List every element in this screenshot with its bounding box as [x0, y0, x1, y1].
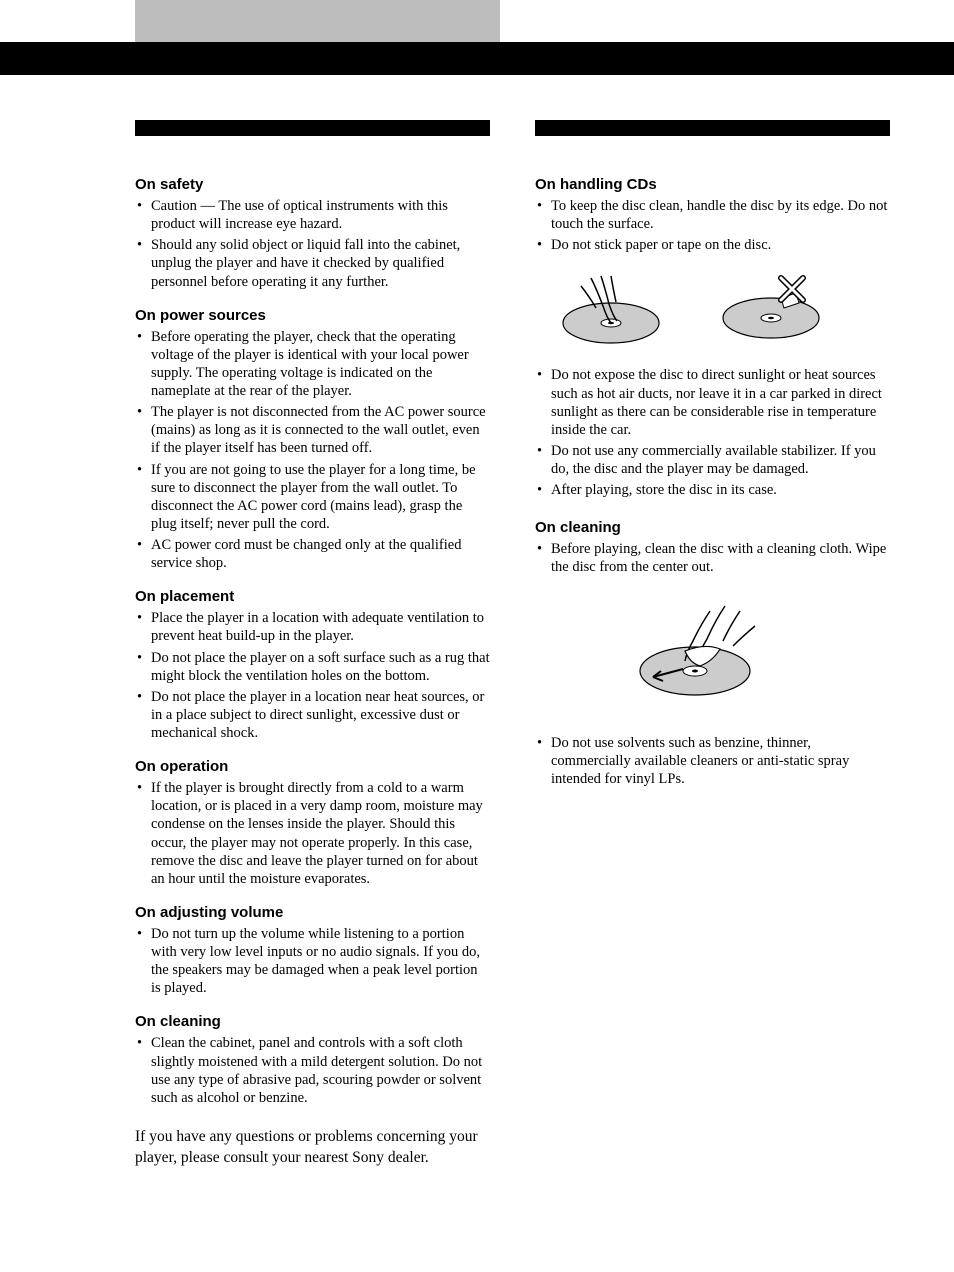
section-safety: On safety Caution — The use of optical i…: [135, 176, 490, 291]
content-columns: On safety Caution — The use of optical i…: [135, 120, 895, 1169]
bullets-power: Before operating the player, check that …: [135, 328, 490, 573]
bullets-cleaning-after: Do not use solvents such as benzine, thi…: [535, 734, 890, 788]
heading-cleaning-left: On cleaning: [135, 1013, 490, 1030]
disc-edge-hold-icon: [551, 268, 671, 348]
section-cleaning-right: On cleaning Before playing, clean the di…: [535, 519, 890, 788]
bullet: Clean the cabinet, panel and controls wi…: [135, 1034, 490, 1107]
bullet: Before playing, clean the disc with a cl…: [535, 540, 890, 576]
bullet: Caution — The use of optical instruments…: [135, 197, 490, 233]
illustration-handling-pair: [551, 268, 890, 348]
illustration-cleaning: [615, 591, 890, 716]
bullets-cleaning-left: Clean the cabinet, panel and controls wi…: [135, 1034, 490, 1107]
bullet: AC power cord must be changed only at th…: [135, 536, 490, 572]
bullet: After playing, store the disc in its cas…: [535, 481, 890, 499]
bullet: Do not expose the disc to direct sunligh…: [535, 366, 890, 439]
heading-volume: On adjusting volume: [135, 904, 490, 921]
bullet: Should any solid object or liquid fall i…: [135, 236, 490, 290]
bullets-placement: Place the player in a location with adeq…: [135, 609, 490, 742]
bullet: Do not place the player in a location ne…: [135, 688, 490, 742]
closing-text: If you have any questions or problems co…: [135, 1127, 490, 1169]
section-cleaning-left: On cleaning Clean the cabinet, panel and…: [135, 1013, 490, 1107]
bullet: Do not place the player on a soft surfac…: [135, 649, 490, 685]
section-operation: On operation If the player is brought di…: [135, 758, 490, 888]
left-column: On safety Caution — The use of optical i…: [135, 120, 490, 1169]
heading-operation: On operation: [135, 758, 490, 775]
bullets-volume: Do not turn up the volume while listenin…: [135, 925, 490, 998]
bullet: If the player is brought directly from a…: [135, 779, 490, 888]
disc-no-label-icon: [711, 268, 831, 348]
bullets-handling-after: Do not expose the disc to direct sunligh…: [535, 366, 890, 499]
header-black-strip: [0, 42, 954, 75]
heading-placement: On placement: [135, 588, 490, 605]
heading-safety: On safety: [135, 176, 490, 193]
bullets-cleaning-before: Before playing, clean the disc with a cl…: [535, 540, 890, 576]
bullet: Do not stick paper or tape on the disc.: [535, 236, 890, 254]
disc-wipe-icon: [615, 591, 775, 711]
right-column: On handling CDs To keep the disc clean, …: [535, 120, 890, 1169]
bullet: Place the player in a location with adeq…: [135, 609, 490, 645]
bullet: If you are not going to use the player f…: [135, 461, 490, 534]
section-volume: On adjusting volume Do not turn up the v…: [135, 904, 490, 998]
bullet: Do not use any commercially available st…: [535, 442, 890, 478]
section-placement: On placement Place the player in a locat…: [135, 588, 490, 742]
bullets-operation: If the player is brought directly from a…: [135, 779, 490, 888]
heading-power: On power sources: [135, 307, 490, 324]
header-gray-block: [135, 0, 500, 42]
bullets-safety: Caution — The use of optical instruments…: [135, 197, 490, 291]
section-handling: On handling CDs To keep the disc clean, …: [535, 176, 890, 499]
bullet: Before operating the player, check that …: [135, 328, 490, 401]
left-column-bar: [135, 120, 490, 136]
right-column-bar: [535, 120, 890, 136]
bullet: To keep the disc clean, handle the disc …: [535, 197, 890, 233]
section-power: On power sources Before operating the pl…: [135, 307, 490, 573]
bullet: Do not turn up the volume while listenin…: [135, 925, 490, 998]
heading-handling: On handling CDs: [535, 176, 890, 193]
bullet: The player is not disconnected from the …: [135, 403, 490, 457]
bullets-handling-before: To keep the disc clean, handle the disc …: [535, 197, 890, 254]
bullet: Do not use solvents such as benzine, thi…: [535, 734, 890, 788]
heading-cleaning-right: On cleaning: [535, 519, 890, 536]
